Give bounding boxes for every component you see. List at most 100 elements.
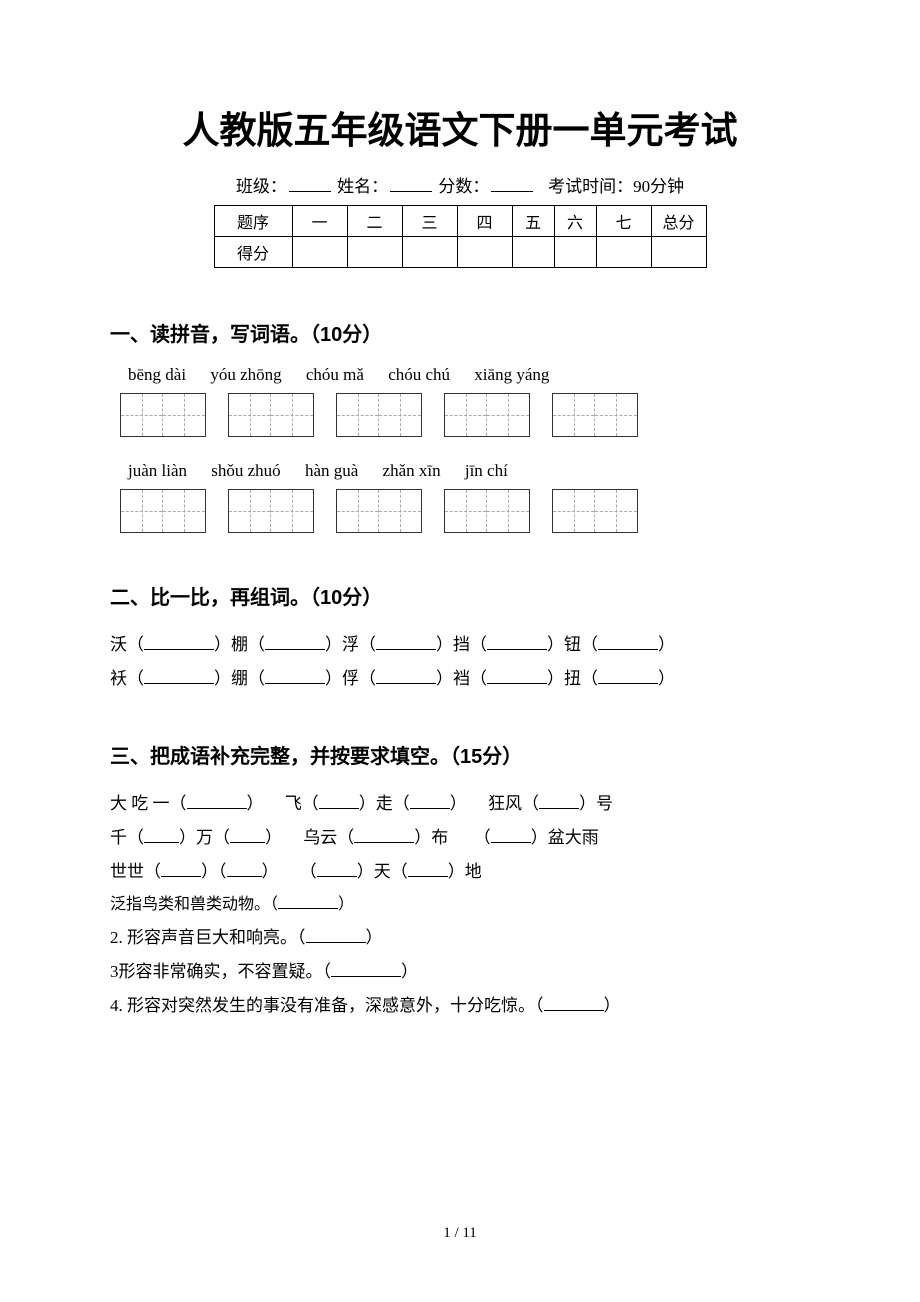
table-row: 题序 一 二 三 四 五 六 七 总分 — [214, 206, 706, 237]
char-box-pair[interactable] — [444, 489, 530, 533]
char-box-pair[interactable] — [336, 489, 422, 533]
col-header: 四 — [457, 206, 512, 237]
char: 沃 — [110, 635, 127, 654]
fill-blank[interactable] — [187, 792, 247, 809]
fill-blank[interactable] — [161, 860, 201, 877]
pinyin-row-2: juàn liàn shǒu zhuó hàn guà zhǎn xīn jīn… — [110, 461, 810, 481]
char: 裆 — [453, 669, 470, 688]
char-box-pair[interactable] — [336, 393, 422, 437]
char: 俘 — [342, 669, 359, 688]
section-3: 三、把成语补充完整，并按要求填空。（15分） 大 吃 一（） 飞（）走（） 狂风… — [110, 740, 810, 1023]
page-footer: 1 / 11 — [0, 1225, 920, 1242]
pinyin: bēng dài — [128, 365, 186, 384]
fill-blank[interactable] — [265, 667, 325, 684]
char: 绷 — [231, 669, 248, 688]
idiom-text: ）万（ — [179, 828, 230, 847]
fill-blank[interactable] — [487, 667, 547, 684]
exam-title: 人教版五年级语文下册一单元考试 — [110, 100, 810, 154]
idiom-text: ）布 — [414, 828, 448, 847]
idiom-text: 狂风（ — [488, 794, 539, 813]
fill-blank[interactable] — [319, 792, 359, 809]
score-cell[interactable] — [596, 237, 651, 268]
char-box-pair[interactable] — [228, 489, 314, 533]
fill-blank[interactable] — [408, 860, 448, 877]
compare-line-1: 沃（）棚（）浮（）挡（）钮（） — [110, 628, 810, 662]
table-row: 得分 — [214, 237, 706, 268]
pinyin: chóu mǎ — [306, 365, 364, 384]
pinyin: hàn guà — [305, 461, 358, 480]
char-box-pair[interactable] — [120, 393, 206, 437]
class-blank[interactable] — [289, 175, 331, 192]
idiom-text: 飞（ — [285, 794, 319, 813]
fill-blank[interactable] — [230, 826, 265, 843]
meaning-q2: 2. 形容声音巨大和响亮。（） — [110, 921, 810, 955]
class-label: 班级： — [236, 177, 287, 196]
pinyin: xiāng yáng — [474, 365, 549, 384]
fill-blank[interactable] — [539, 792, 579, 809]
idiom-line-1: 大 吃 一（） 飞（）走（） 狂风（）号 — [110, 787, 810, 821]
score-blank[interactable] — [491, 175, 533, 192]
pinyin: shǒu zhuó — [211, 461, 280, 480]
score-cell[interactable] — [347, 237, 402, 268]
pinyin: jīn chí — [465, 461, 508, 480]
fill-blank[interactable] — [144, 667, 214, 684]
score-cell[interactable] — [554, 237, 596, 268]
idiom-text: ）地 — [448, 862, 482, 881]
idiom-text: （ — [474, 828, 491, 847]
fill-blank[interactable] — [491, 826, 531, 843]
fill-blank[interactable] — [376, 667, 436, 684]
char-box-pair[interactable] — [444, 393, 530, 437]
idiom-line-3: 世世（）（） （）天（）地 — [110, 855, 810, 889]
section-1: 一、读拼音，写词语。（10分） bēng dài yóu zhōng chóu … — [110, 318, 810, 533]
idiom-text: 大 吃 一（ — [110, 794, 187, 813]
idiom-text: 乌云（ — [303, 828, 354, 847]
char: 袄 — [110, 669, 127, 688]
idiom-text: ）（ — [201, 862, 227, 881]
char-box-pair[interactable] — [552, 393, 638, 437]
fill-blank[interactable] — [410, 792, 450, 809]
q-text: 3形容非常确实，不容置疑。（ — [110, 962, 331, 981]
char-box-pair[interactable] — [120, 489, 206, 533]
fill-blank[interactable] — [306, 926, 366, 943]
fill-blank[interactable] — [144, 633, 214, 650]
fill-blank[interactable] — [598, 667, 658, 684]
q-text: 4. 形容对突然发生的事没有准备，深感意外，十分吃惊。（ — [110, 996, 544, 1015]
score-cell[interactable] — [402, 237, 457, 268]
idiom-text: ） — [265, 828, 282, 847]
fill-blank[interactable] — [317, 860, 357, 877]
col-header: 七 — [596, 206, 651, 237]
idiom-text: ） — [262, 862, 279, 881]
fill-blank[interactable] — [376, 633, 436, 650]
fill-blank[interactable] — [354, 826, 414, 843]
pinyin: zhǎn xīn — [383, 461, 441, 480]
char-boxes-row-1 — [110, 393, 810, 437]
fill-blank[interactable] — [331, 960, 401, 977]
score-cell[interactable] — [512, 237, 554, 268]
meaning-q1: 泛指鸟类和兽类动物。（） — [110, 889, 810, 921]
col-header: 三 — [402, 206, 457, 237]
char-box-pair[interactable] — [552, 489, 638, 533]
idiom-text: 世世（ — [110, 862, 161, 881]
char: 扭 — [564, 669, 581, 688]
score-cell[interactable] — [651, 237, 706, 268]
fill-blank[interactable] — [487, 633, 547, 650]
name-blank[interactable] — [390, 175, 432, 192]
score-table: 题序 一 二 三 四 五 六 七 总分 得分 — [214, 205, 707, 268]
q-text: 2. 形容声音巨大和响亮。（ — [110, 928, 306, 947]
fill-blank[interactable] — [144, 826, 179, 843]
pinyin-row-1: bēng dài yóu zhōng chóu mǎ chóu chú xiān… — [110, 365, 810, 385]
score-cell[interactable] — [292, 237, 347, 268]
q-text: ） — [604, 996, 621, 1015]
row-label: 得分 — [214, 237, 292, 268]
pinyin: chóu chú — [388, 365, 450, 384]
row-label: 题序 — [214, 206, 292, 237]
char-box-pair[interactable] — [228, 393, 314, 437]
fill-blank[interactable] — [227, 860, 262, 877]
fill-blank[interactable] — [544, 994, 604, 1011]
q-text: ） — [401, 962, 418, 981]
score-cell[interactable] — [457, 237, 512, 268]
fill-blank[interactable] — [265, 633, 325, 650]
fill-blank[interactable] — [278, 893, 338, 909]
q-text: 泛指鸟类和兽类动物。（ — [110, 896, 278, 913]
fill-blank[interactable] — [598, 633, 658, 650]
